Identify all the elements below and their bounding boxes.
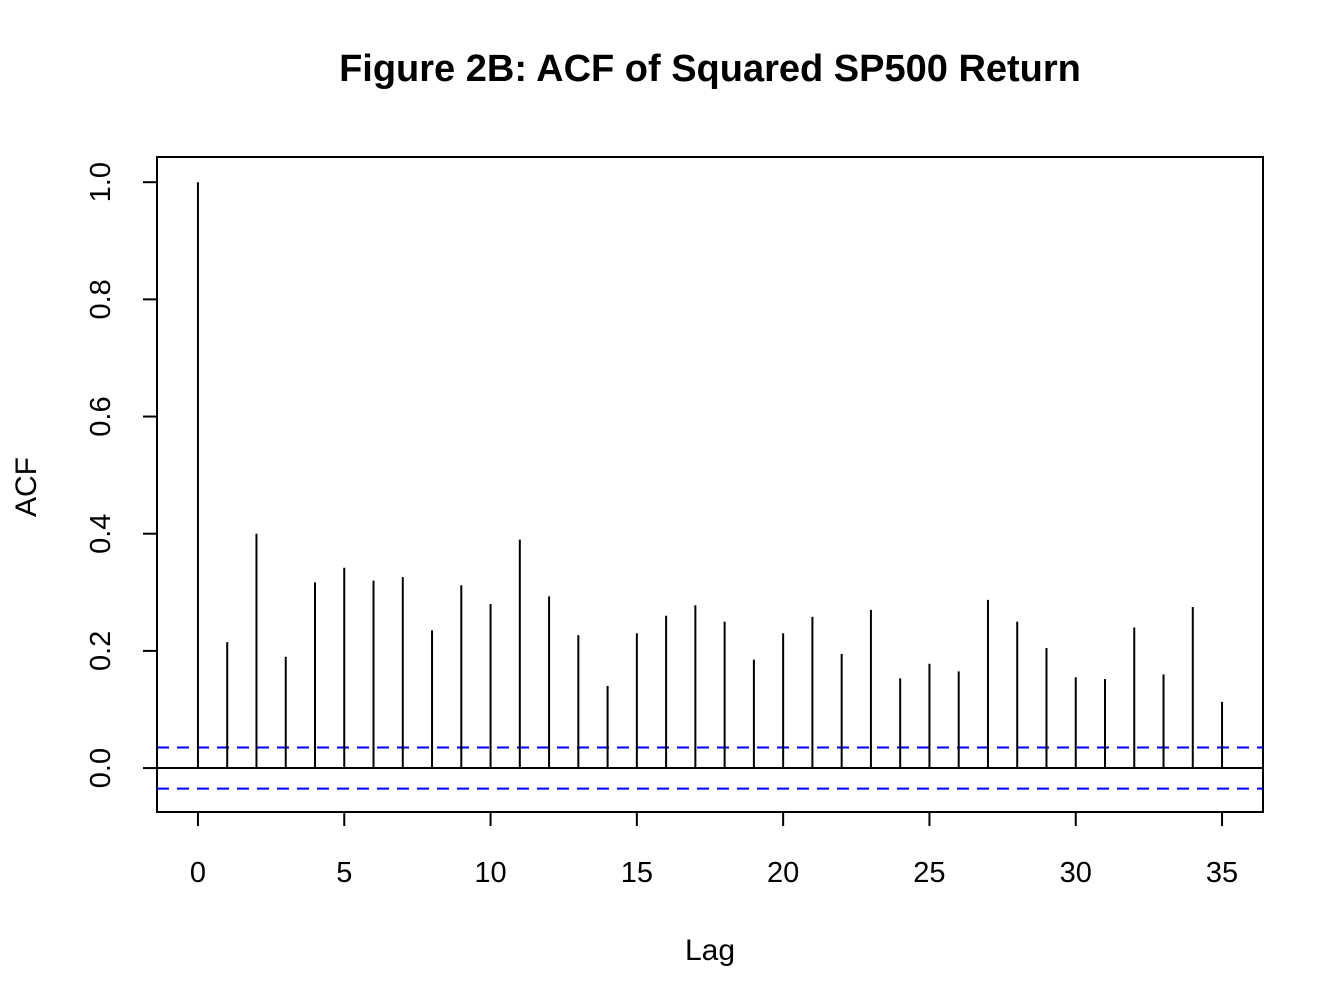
x-axis-label: Lag bbox=[685, 934, 735, 967]
x-tick-label: 5 bbox=[336, 857, 352, 889]
chart-title: Figure 2B: ACF of Squared SP500 Return bbox=[339, 48, 1081, 90]
x-tick-label: 25 bbox=[913, 857, 945, 889]
x-tick-label: 20 bbox=[767, 857, 799, 889]
x-axis: 0 5 10 15 20 25 30 35 bbox=[190, 811, 1238, 889]
y-tick-label: 0.4 bbox=[85, 514, 117, 554]
x-tick-label: 35 bbox=[1206, 857, 1238, 889]
x-tick-label: 10 bbox=[474, 857, 506, 889]
y-tick-label: 1.0 bbox=[85, 162, 117, 202]
x-tick-label: 15 bbox=[621, 857, 653, 889]
y-tick-label: 0.0 bbox=[85, 748, 117, 788]
y-axis-label: ACF bbox=[10, 457, 43, 517]
plot-marks bbox=[157, 182, 1263, 790]
plot-frame bbox=[156, 156, 1264, 813]
y-axis: 0.0 0.2 0.4 0.6 0.8 1.0 bbox=[85, 162, 158, 788]
y-tick-label: 0.8 bbox=[85, 279, 117, 319]
y-tick-label: 0.6 bbox=[85, 396, 117, 436]
x-tick-label: 0 bbox=[190, 857, 206, 889]
y-tick-label: 0.2 bbox=[85, 631, 117, 671]
x-tick-label: 30 bbox=[1060, 857, 1092, 889]
